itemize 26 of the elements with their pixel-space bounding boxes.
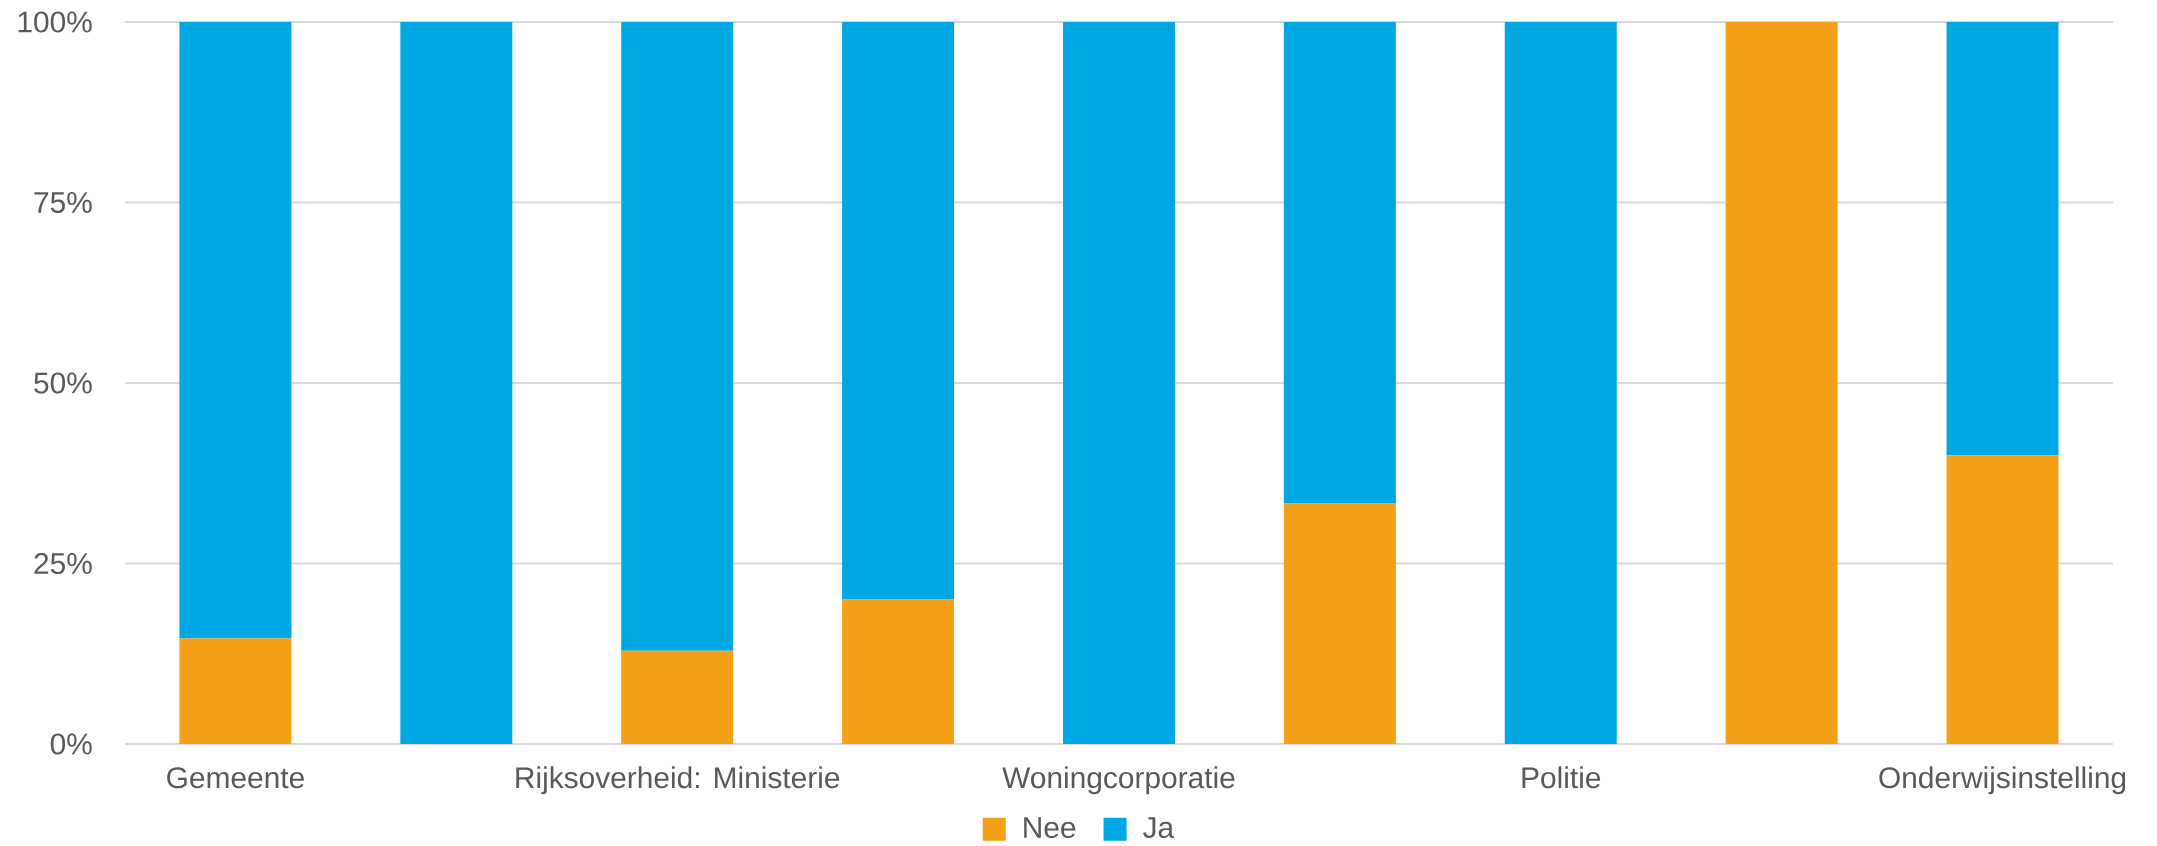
bar xyxy=(1504,21,1617,744)
x-tick-label: Rijksoverheid: Ministerie xyxy=(516,766,840,795)
bar xyxy=(621,21,734,651)
bar xyxy=(1283,503,1396,744)
bar xyxy=(1283,21,1396,504)
y-tick-label: 75% xyxy=(34,191,92,214)
y-tick-label: 50% xyxy=(34,372,92,394)
y-tick-label: 100% xyxy=(18,11,92,33)
bar xyxy=(400,21,513,744)
y-tick-label: 25% xyxy=(34,552,92,575)
bar xyxy=(842,21,955,600)
bar xyxy=(179,21,292,639)
x-tick-label: Woningcorporatie xyxy=(1002,766,1235,795)
y-tick-label: 0% xyxy=(50,733,92,755)
x-tick-label: Gemeente xyxy=(167,767,304,789)
legend-label: Ja xyxy=(1143,817,1175,839)
bar xyxy=(179,638,292,744)
legend-label: Nee xyxy=(1024,817,1076,839)
x-tick-label: Politie xyxy=(1522,766,1601,789)
bar xyxy=(1946,455,2059,744)
bar xyxy=(842,599,955,744)
bar xyxy=(1725,21,1838,744)
x-tick-label: Onderwijsinstelling xyxy=(1879,766,2126,795)
bar xyxy=(1946,21,2059,456)
bar xyxy=(1062,21,1175,744)
bar xyxy=(621,650,734,744)
